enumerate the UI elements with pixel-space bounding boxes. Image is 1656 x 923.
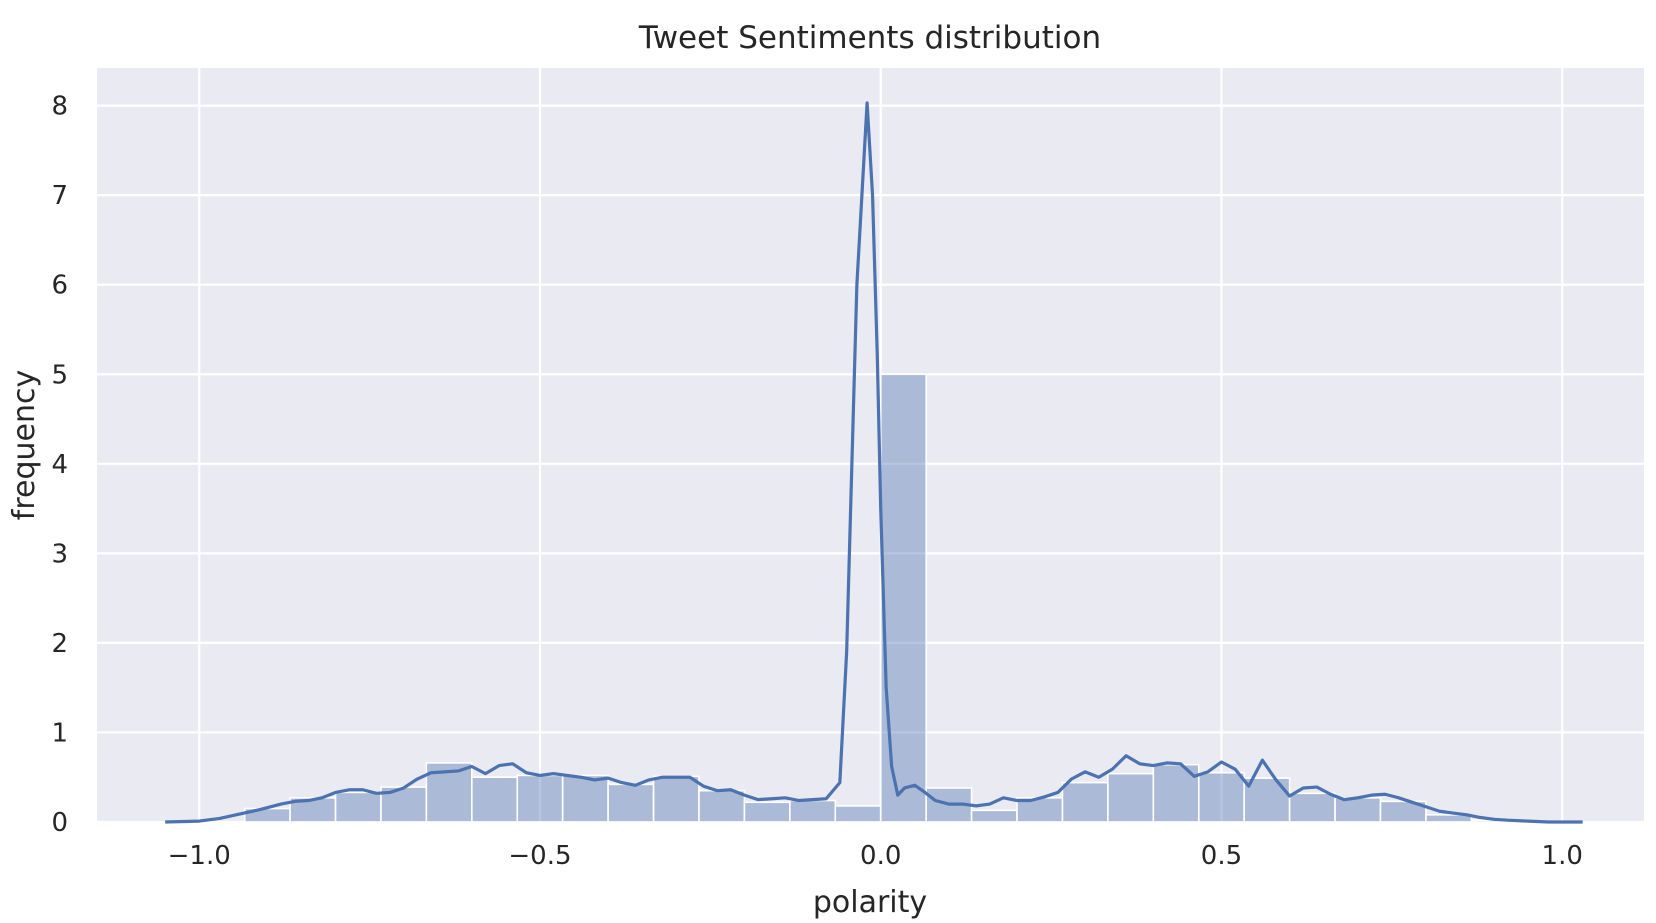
histogram-bar [652,775,700,823]
histogram-bar [1334,797,1382,823]
x-tick-label: −0.5 [508,841,571,871]
x-tick-label: 0.0 [860,841,901,871]
histogram-bar [607,783,655,823]
y-tick-label: 2 [51,629,68,659]
x-tick-label: 1.0 [1542,841,1583,871]
kde-line [165,101,1583,824]
histogram-bar [1379,800,1427,823]
histogram-bar [1425,814,1473,823]
y-tick-label: 8 [51,92,68,122]
kde-curve-group [165,101,1583,824]
histogram-bar [1107,772,1155,823]
histogram-bar [471,776,519,823]
histogram-bar [1288,792,1336,823]
histogram-bar [879,373,927,823]
y-tick-label: 1 [51,718,68,748]
y-tick-label: 5 [51,360,68,390]
plot-background [97,68,1644,822]
histogram-bar [970,809,1018,823]
y-tick-label: 4 [51,450,68,480]
y-tick-label: 6 [51,271,68,301]
y-tick-label: 0 [51,808,68,838]
histogram-bar [334,791,382,823]
x-tick-labels: −1.0 −0.5 0.0 0.5 1.0 [168,841,1583,871]
chart-title: Tweet Sentiments distribution [638,20,1101,56]
histogram-bar [789,799,837,823]
histogram-bar [834,805,882,823]
x-axis-label: polarity [813,885,927,920]
y-tick-labels: 0 1 2 3 4 5 6 7 8 [51,92,68,838]
grid [97,68,1644,824]
histogram-bar [1061,781,1109,823]
histogram-bar [561,774,609,823]
y-axis-label: frequency [7,370,42,520]
histogram-bar [1197,771,1245,823]
y-tick-label: 3 [51,539,68,569]
histogram-bars [243,373,1518,823]
histogram-bar [743,801,791,823]
y-tick-label: 7 [51,181,68,211]
x-tick-label: −1.0 [168,841,231,871]
x-tick-label: 0.5 [1201,841,1242,871]
histogram-bar [698,789,746,823]
histogram-bar [516,774,564,823]
